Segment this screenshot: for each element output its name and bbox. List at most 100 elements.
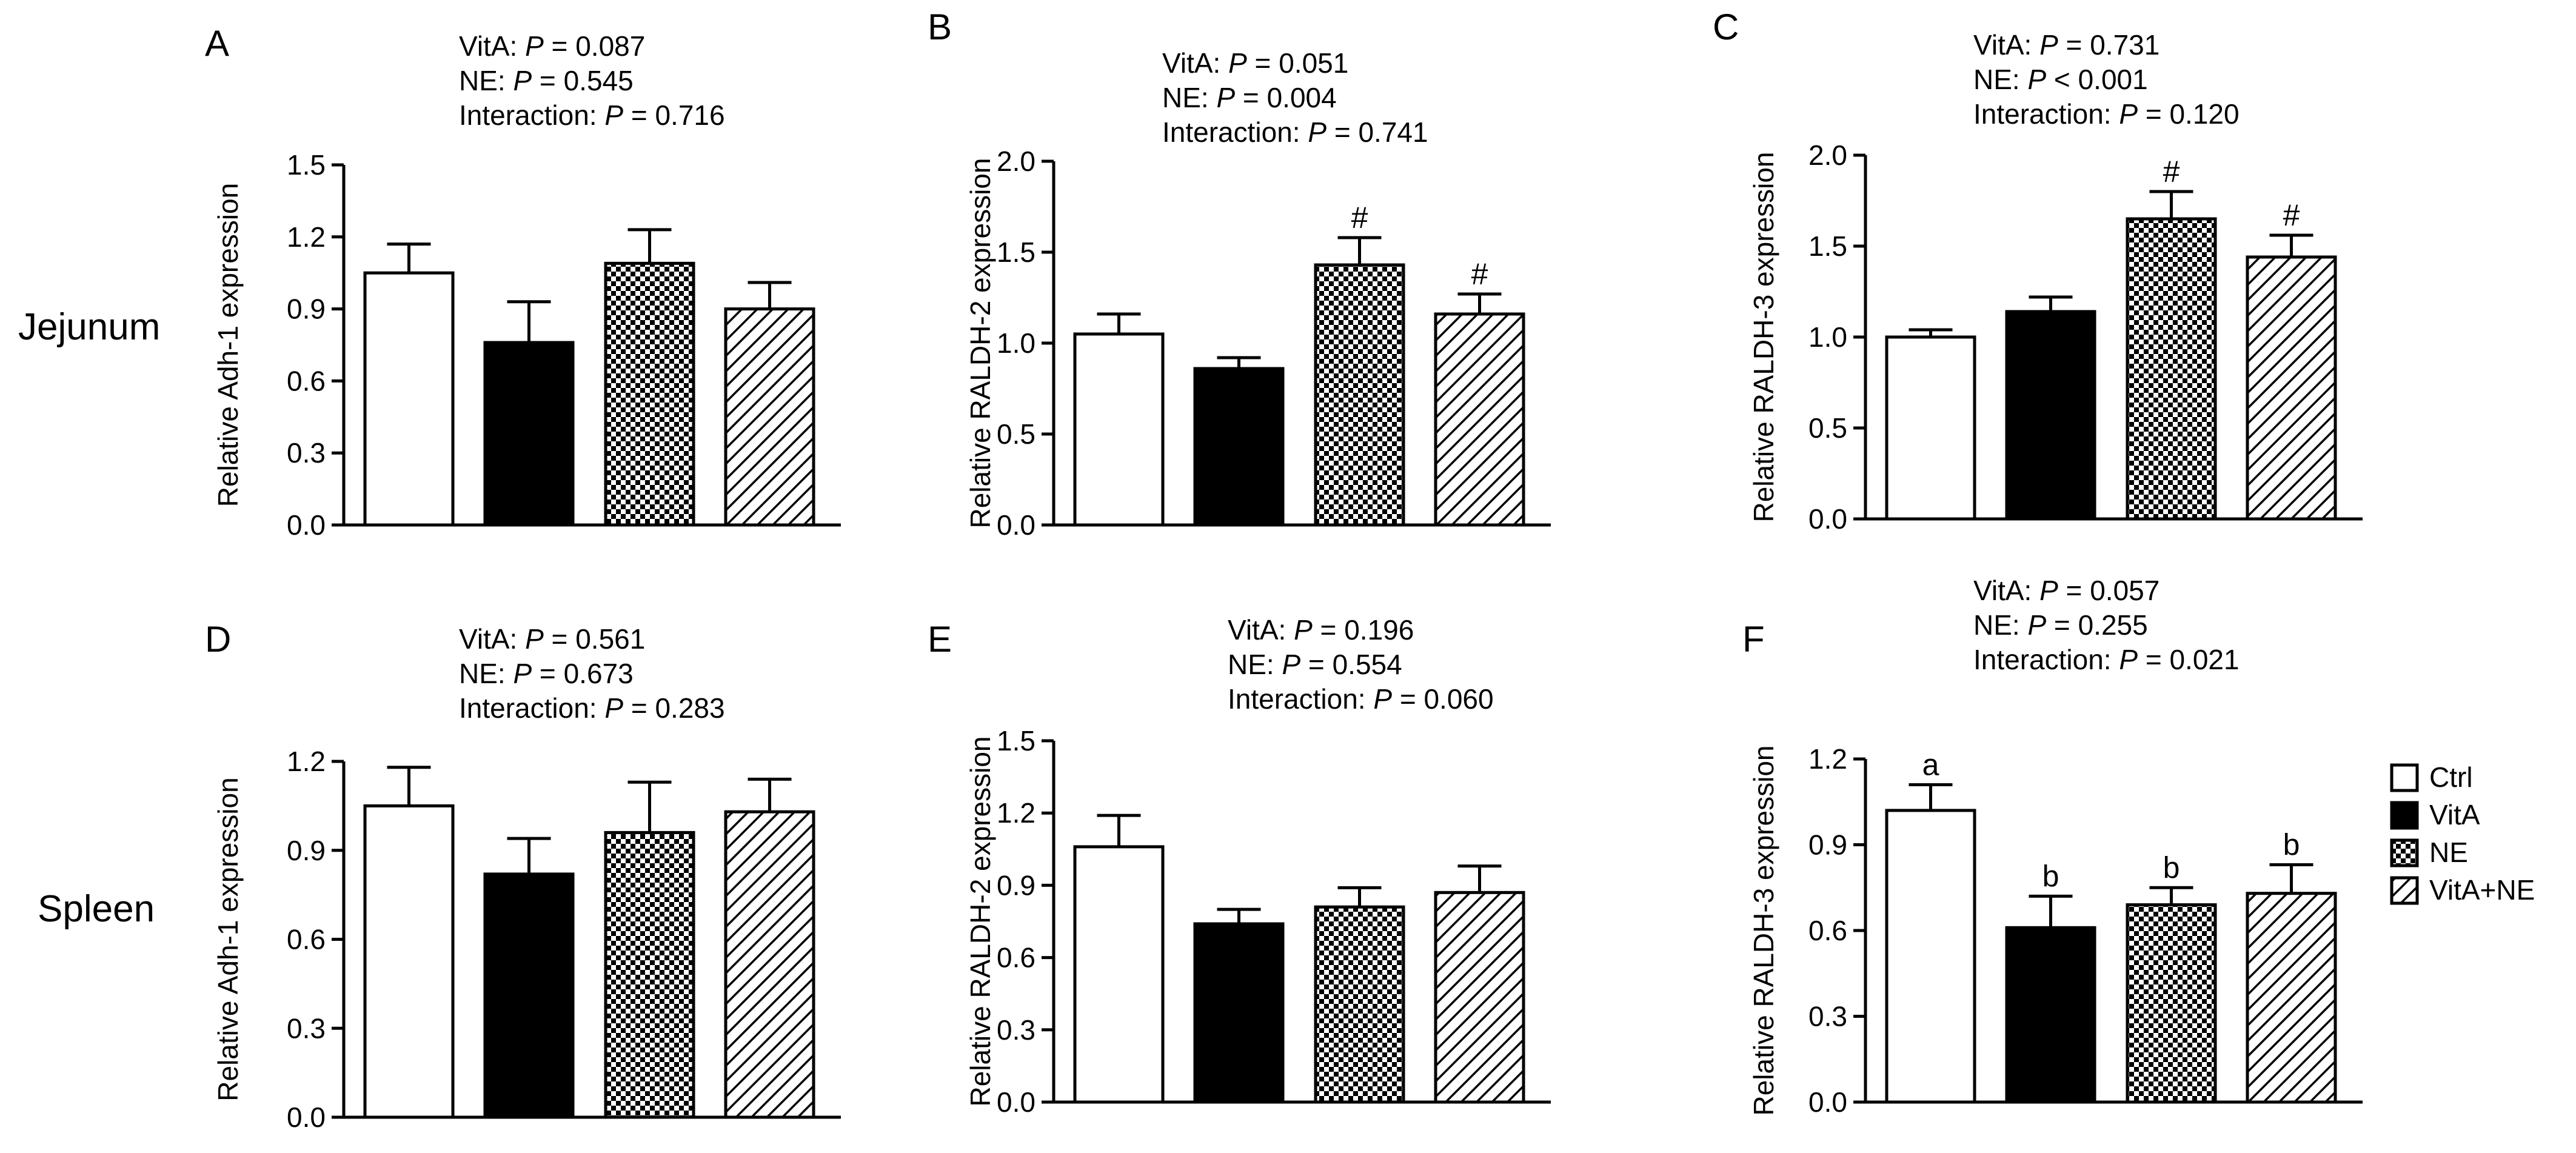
legend-label-ne: NE	[2429, 837, 2468, 868]
y-tick-label: 2.0	[1808, 139, 1847, 171]
stat-line: Interaction: P = 0.741	[1162, 116, 1428, 148]
y-tick-label: 0.6	[1808, 915, 1847, 946]
stat-label: Interaction:	[1228, 683, 1373, 715]
stat-label: NE:	[1228, 649, 1282, 680]
stat-value: = 0.004	[1235, 82, 1337, 113]
stat-value: = 0.283	[623, 692, 725, 724]
stat-value: = 0.021	[2138, 644, 2240, 675]
bar-vita	[483, 341, 575, 527]
stat-p-symbol: P	[1228, 47, 1247, 79]
stat-value: = 0.554	[1300, 649, 1402, 680]
y-tick-label: 0.6	[287, 924, 326, 955]
significance-annotation: #	[2163, 155, 2180, 189]
stat-value: = 0.673	[532, 658, 634, 689]
y-tick-label: 1.5	[287, 149, 326, 181]
y-tick-label: 1.5	[1808, 230, 1847, 262]
bar-ctrl	[1073, 845, 1165, 1104]
stat-label: NE:	[459, 658, 513, 689]
bar-vita-ne	[2246, 255, 2337, 521]
bar-vita	[2005, 926, 2096, 1104]
y-tick-label: 0.3	[1808, 1001, 1847, 1032]
stat-label: VitA:	[1162, 47, 1228, 79]
bar-ne	[1314, 263, 1405, 527]
chart-panel-e: E VitA: P = 0.196 NE: P = 0.554Interaction…	[928, 614, 1551, 1118]
bar-ctrl	[363, 804, 455, 1119]
significance-annotation: #	[1471, 257, 1488, 291]
stat-label: NE:	[1973, 609, 2027, 641]
stat-line: NE: P = 0.004	[1162, 82, 1337, 113]
stat-label: VitA:	[459, 30, 525, 62]
panel-letter: C	[1713, 7, 1739, 47]
y-tick-label: 0.0	[997, 509, 1035, 541]
stat-label: Interaction:	[1973, 644, 2119, 675]
bar-ne	[604, 261, 695, 527]
stat-value: = 0.741	[1326, 116, 1428, 148]
panel-letter: A	[205, 23, 229, 64]
stat-label: Interaction:	[1162, 116, 1308, 148]
stat-p-symbol: P	[513, 65, 532, 96]
stat-line: VitA: P = 0.087	[459, 30, 645, 62]
bar-ctrl	[1885, 335, 1976, 521]
stat-line: Interaction: P = 0.060	[1228, 683, 1494, 715]
stat-p-symbol: P	[604, 692, 623, 724]
legend-label-ctrl: Ctrl	[2429, 761, 2473, 793]
stat-p-symbol: P	[1216, 82, 1235, 113]
bar-vita-ne	[1434, 312, 1525, 527]
stat-p-symbol: P	[2039, 29, 2058, 61]
y-tick-label: 1.2	[287, 746, 326, 777]
legend-swatch-vita-ne	[2390, 876, 2419, 905]
stat-value: = 0.120	[2138, 98, 2240, 130]
y-tick-label: 0.0	[1808, 503, 1847, 535]
stat-line: Interaction: P = 0.716	[459, 99, 725, 131]
y-tick-label: 0.0	[1808, 1086, 1847, 1118]
stat-label: VitA:	[1228, 614, 1294, 646]
panel-letter: E	[928, 619, 952, 660]
stat-value: = 0.716	[623, 99, 725, 131]
stat-value: = 0.051	[1247, 47, 1349, 79]
stat-p-symbol: P	[513, 658, 532, 689]
stat-p-symbol: P	[525, 30, 544, 62]
stat-line: VitA: P = 0.051	[1162, 47, 1348, 79]
y-tick-label: 1.2	[1808, 743, 1847, 775]
stat-label: NE:	[459, 65, 513, 96]
bar-ctrl	[1885, 809, 1976, 1104]
y-tick-label: 0.5	[997, 418, 1035, 450]
bar-vita-ne	[724, 810, 815, 1119]
y-tick-label: 0.0	[287, 1101, 326, 1133]
stat-value: = 0.255	[2046, 609, 2148, 641]
stat-value: = 0.545	[532, 65, 634, 96]
significance-annotation: #	[2283, 198, 2300, 232]
stat-line: Interaction: P = 0.120	[1973, 98, 2240, 130]
y-axis-label: Relative RALDH-3 expression	[1748, 745, 1779, 1115]
stat-value: = 0.057	[2058, 575, 2160, 606]
y-tick-label: 0.6	[287, 365, 326, 396]
stat-value: = 0.087	[544, 30, 646, 62]
stat-p-symbol: P	[1373, 683, 1392, 715]
y-tick-label: 1.0	[1808, 321, 1847, 353]
y-axis-label: Relative Adh-1 expression	[212, 183, 244, 507]
y-tick-label: 0.5	[1808, 412, 1847, 444]
y-tick-label: 1.0	[997, 327, 1035, 359]
bar-vita	[2005, 310, 2096, 521]
stat-label: VitA:	[459, 623, 525, 655]
bar-vita	[483, 872, 575, 1119]
y-tick-label: 0.3	[287, 1012, 326, 1044]
stat-p-symbol: P	[1294, 614, 1313, 646]
stat-p-symbol: P	[2027, 609, 2046, 641]
panel-letter: B	[928, 7, 952, 47]
significance-annotation: #	[1351, 201, 1368, 235]
y-tick-label: 1.5	[997, 725, 1035, 757]
bar-ctrl	[363, 271, 455, 527]
y-tick-label: 1.2	[997, 797, 1035, 829]
y-tick-label: 0.9	[1808, 829, 1847, 861]
stat-line: VitA: P = 0.057	[1973, 575, 2159, 606]
stat-label: Interaction:	[1973, 98, 2119, 130]
stat-value: = 0.060	[1392, 683, 1494, 715]
stat-value: = 0.196	[1313, 614, 1414, 646]
stat-p-symbol: P	[2039, 575, 2058, 606]
bar-ne	[2126, 903, 2217, 1104]
y-tick-label: 0.9	[287, 835, 326, 866]
